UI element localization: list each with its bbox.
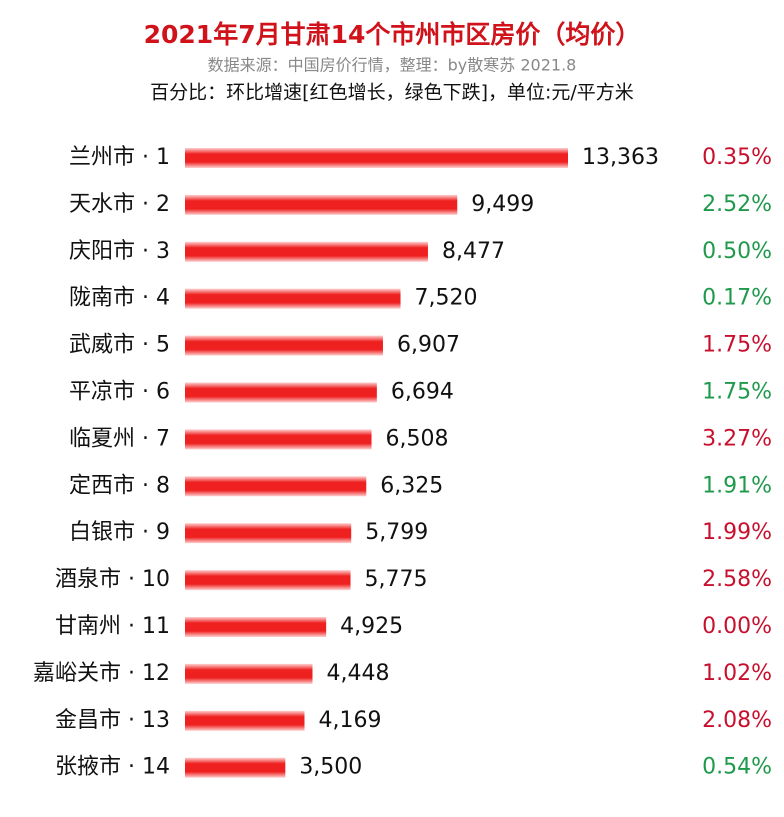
change-label: 0.54% <box>702 755 772 780</box>
bar <box>185 710 305 731</box>
change-label: 0.50% <box>702 239 772 264</box>
change-label: 0.17% <box>702 286 772 311</box>
value-label: 13,363 <box>582 145 659 170</box>
change-label: 1.02% <box>702 661 772 686</box>
y-tick-label: 天水市 · 2 <box>69 192 170 217</box>
bar <box>185 757 286 778</box>
y-tick-label: 陇南市 · 4 <box>69 286 170 311</box>
change-label: 1.75% <box>702 333 772 358</box>
y-tick-label: 武威市 · 5 <box>69 333 170 358</box>
bar <box>185 288 401 309</box>
value-label: 5,775 <box>365 567 428 592</box>
y-tick-label: 甘南州 · 11 <box>55 614 170 639</box>
y-tick-label: 白银市 · 9 <box>69 520 170 545</box>
change-label: 0.00% <box>702 614 772 639</box>
change-label: 2.58% <box>702 567 772 592</box>
change-label: 0.35% <box>702 145 772 170</box>
value-label: 9,499 <box>471 192 534 217</box>
bar <box>185 476 367 497</box>
value-label: 7,520 <box>415 286 478 311</box>
value-label: 4,448 <box>326 661 389 686</box>
value-label: 3,500 <box>299 755 362 780</box>
change-label: 3.27% <box>702 426 772 451</box>
change-label: 1.99% <box>702 520 772 545</box>
value-label: 6,694 <box>391 380 454 405</box>
value-label: 5,799 <box>365 520 428 545</box>
chart-subtitle: 数据来源：中国房价行情，整理：by散寒苏 2021.8 <box>208 56 577 75</box>
bar <box>185 570 351 591</box>
y-tick-label: 临夏州 · 7 <box>69 426 170 451</box>
bar <box>185 617 327 637</box>
change-label: 1.75% <box>702 380 772 405</box>
bar <box>185 523 352 544</box>
y-tick-label: 金昌市 · 13 <box>55 708 170 733</box>
bar <box>185 335 383 356</box>
change-label: 2.52% <box>702 192 772 217</box>
change-label: 1.91% <box>702 473 772 498</box>
bar <box>185 663 313 684</box>
y-tick-label: 酒泉市 · 10 <box>55 567 170 592</box>
bar <box>185 148 568 168</box>
y-tick-label: 庆阳市 · 3 <box>69 239 170 264</box>
bar <box>185 194 458 215</box>
y-tick-label: 定西市 · 8 <box>69 473 170 498</box>
y-tick-label: 兰州市 · 1 <box>69 145 170 170</box>
value-label: 8,477 <box>442 239 505 264</box>
value-label: 6,508 <box>386 426 449 451</box>
change-label: 2.08% <box>702 708 772 733</box>
value-label: 4,925 <box>340 614 403 639</box>
chart-title: 2021年7月甘肃14个市州市区房价（均价） <box>144 20 641 49</box>
bar <box>185 241 428 262</box>
y-tick-label: 平凉市 · 6 <box>69 380 170 405</box>
y-tick-label: 张掖市 · 14 <box>55 755 170 780</box>
chart-note: 百分比：环比增速[红色增长，绿色下跌]，单位:元/平方米 <box>150 82 634 104</box>
bar <box>185 382 377 403</box>
bar <box>185 429 372 450</box>
value-label: 6,907 <box>397 333 460 358</box>
value-label: 6,325 <box>380 473 443 498</box>
value-label: 4,169 <box>318 708 381 733</box>
y-tick-label: 嘉峪关市 · 12 <box>33 661 170 686</box>
